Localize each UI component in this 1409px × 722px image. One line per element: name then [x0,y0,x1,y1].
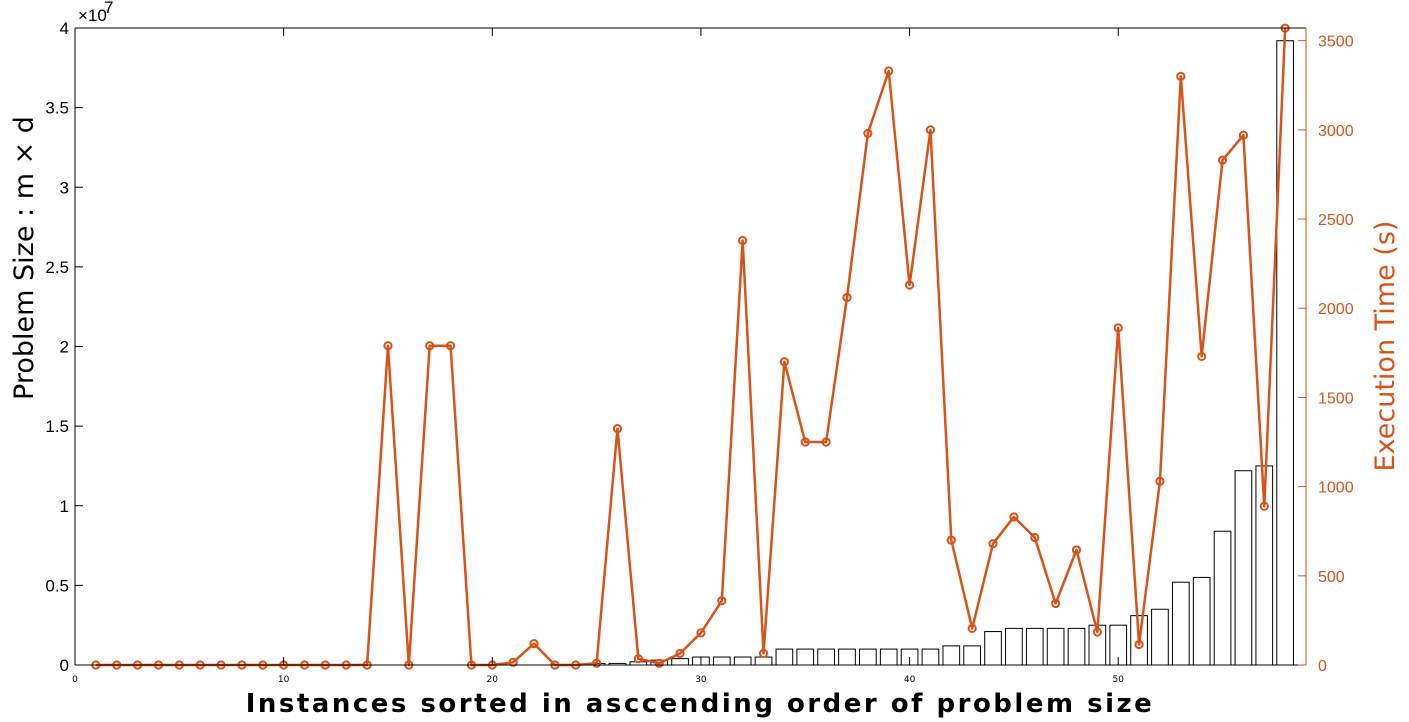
line-point [1051,598,1061,609]
line-point [738,235,748,246]
left-y-tick-label: 0 [60,656,69,675]
bar [1234,470,1253,666]
line-point [1155,476,1165,486]
line-point [758,648,769,659]
line-point [612,424,623,434]
left-y-tick-label: 3 [60,178,69,197]
bar [859,648,877,666]
left-y-tick-label: 1 [60,497,69,516]
line-point [633,654,643,664]
bar [879,648,898,666]
bar [733,656,752,666]
right-y-tick-label: 3000 [1318,123,1354,140]
line-point [1113,323,1123,333]
line-point [800,437,810,447]
bar [942,645,961,666]
line-point [1197,351,1207,361]
line-point [592,658,602,668]
bar [1005,627,1023,666]
line-point [967,623,977,634]
bar [712,656,731,666]
line-point [821,437,831,447]
line-point [1134,639,1144,650]
line-point [988,539,998,549]
bar [796,648,815,666]
bar [838,648,856,666]
axes [74,27,1307,666]
left-y-tick-label: 2.5 [45,258,69,277]
bar [984,631,1002,666]
left-y-tick-label: 3.5 [45,99,69,118]
bar [963,645,982,666]
bar [1067,627,1086,666]
line-point [1217,155,1228,165]
bar [1151,608,1169,666]
right-y-tick-label: 3500 [1318,34,1354,51]
line-point [1092,627,1102,637]
line-point [445,341,456,351]
right-y-tick-label: 500 [1318,569,1345,586]
bar [921,648,940,666]
right-y-tick-label: 1000 [1318,480,1354,497]
right-y-axis-label: Execution Time (s) [1370,221,1401,472]
left-y-tick-label: 2 [60,338,69,357]
bar [775,648,794,666]
left-y-tick-label: 4 [60,19,69,38]
bar [1192,576,1211,666]
line-point [383,341,393,351]
line-point [1009,512,1019,522]
line-point [925,125,936,135]
bar [671,658,689,666]
left-y-tick-label: 0.5 [45,576,69,595]
line-point [717,596,727,606]
bar [754,656,773,666]
x-tick-label: 50 [1112,675,1124,685]
line-point [508,657,518,667]
x-tick-label: 10 [278,675,290,685]
line-point [842,292,852,303]
right-y-tick-label: 1500 [1318,390,1354,407]
line-point [675,648,685,659]
y-multiplier-exponent: 7 [104,0,113,17]
y-multiplier-label: ×10 [78,6,107,25]
left-y-tick-label: 1.5 [45,417,69,436]
tick-labels: 0 10 20 30 40 5000.511.522.533.54050010001500… [45,19,1353,685]
bar [1025,627,1044,666]
line-point [1259,501,1269,511]
right-y-tick-label: 2000 [1318,301,1354,318]
bar [817,648,835,666]
x-tick-label: 0 [72,675,78,685]
line-point [654,658,664,668]
line-point [884,66,894,76]
bar [1046,627,1065,666]
line-series [91,23,1290,670]
bar [1213,530,1232,666]
bar [1171,581,1190,666]
x-tick-label: 40 [904,675,916,685]
left-y-axis-label: Problem Size : m × d [9,116,40,400]
execution-time-line [95,28,1287,667]
x-axis-label: Instances sorted in asccending order of … [246,689,1155,719]
x-tick-label: 30 [695,675,707,685]
line-point [1071,545,1082,555]
line-point [1176,71,1186,81]
right-y-tick-label: 0 [1318,658,1327,675]
line-point [696,628,706,638]
x-tick-label: 20 [487,675,499,685]
line-point [1238,130,1249,140]
line-point [529,638,539,649]
line-point [779,357,789,367]
line-point [904,280,915,290]
line-point [946,535,956,545]
line-point [1030,532,1040,543]
line-point [425,341,435,351]
right-y-tick-label: 2500 [1318,212,1354,229]
line-point [863,128,873,139]
